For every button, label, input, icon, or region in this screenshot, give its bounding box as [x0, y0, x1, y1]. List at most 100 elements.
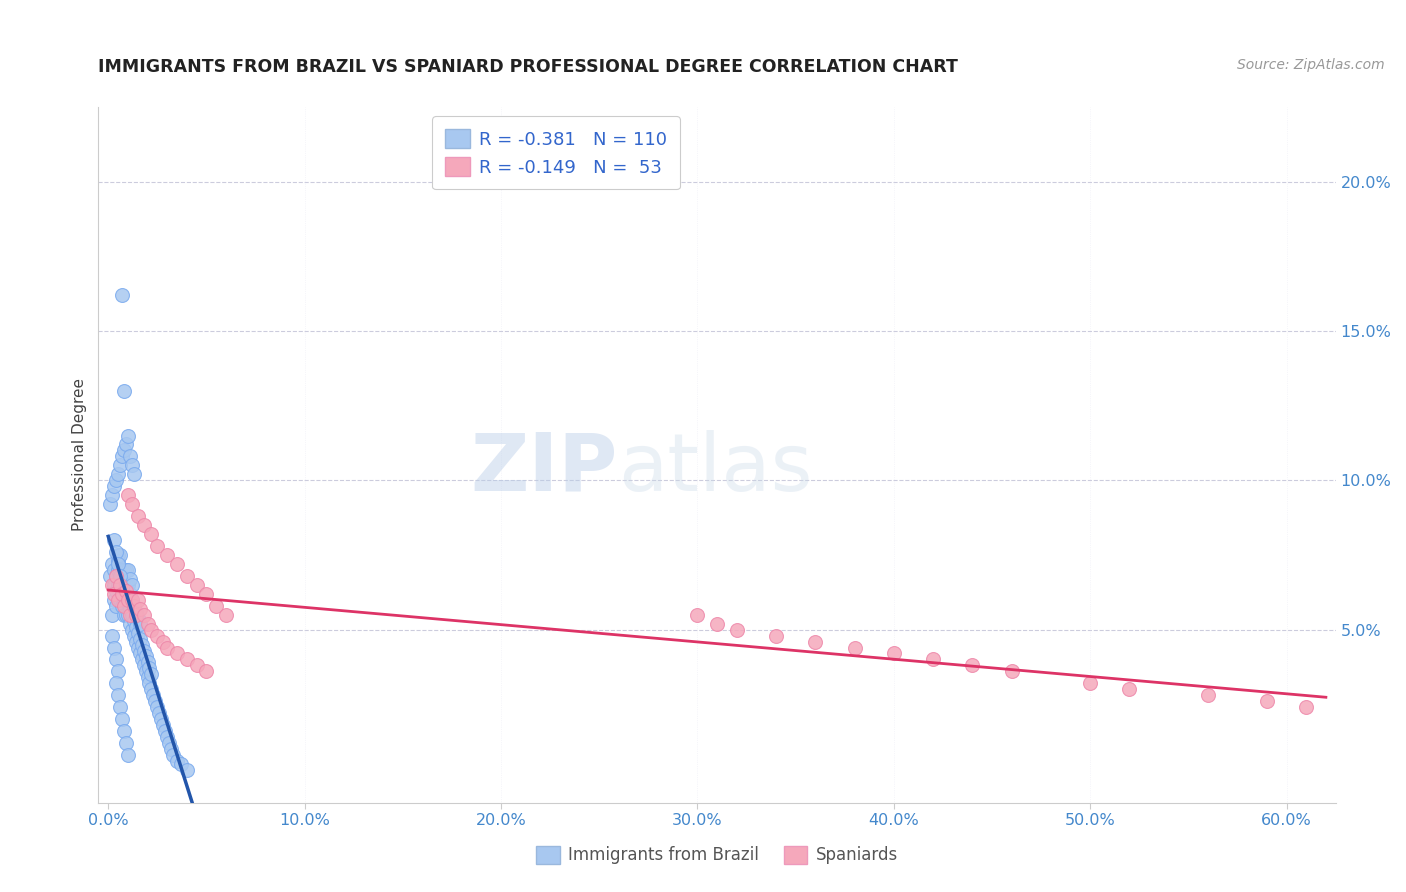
Point	[101, 578, 124, 592]
Point	[1256, 694, 1278, 708]
Text: ZIP: ZIP	[471, 430, 619, 508]
Point	[138, 676, 160, 690]
Point	[725, 623, 748, 637]
Point	[101, 629, 124, 643]
Point	[128, 601, 150, 615]
Point	[132, 643, 155, 657]
Point	[101, 488, 124, 502]
Point	[127, 610, 149, 624]
Point	[117, 428, 139, 442]
Point	[125, 607, 148, 622]
Point	[186, 578, 208, 592]
Point	[103, 479, 125, 493]
Point	[115, 437, 138, 451]
Point	[108, 458, 131, 473]
Point	[136, 616, 159, 631]
Point	[162, 747, 184, 762]
Point	[121, 497, 143, 511]
Legend: Immigrants from Brazil, Spaniards: Immigrants from Brazil, Spaniards	[530, 839, 904, 871]
Point	[962, 658, 984, 673]
Point	[160, 742, 183, 756]
Point	[118, 607, 141, 622]
Point	[117, 592, 139, 607]
Point	[135, 665, 157, 679]
Point	[117, 592, 139, 607]
Point	[686, 607, 709, 622]
Point	[127, 592, 149, 607]
Point	[108, 578, 131, 592]
Point	[1295, 700, 1317, 714]
Point	[103, 587, 125, 601]
Point	[111, 599, 134, 613]
Point	[127, 625, 149, 640]
Point	[152, 634, 174, 648]
Point	[117, 563, 139, 577]
Point	[111, 574, 134, 589]
Point	[105, 545, 128, 559]
Point	[141, 667, 163, 681]
Point	[156, 640, 179, 655]
Point	[146, 629, 169, 643]
Point	[125, 634, 148, 648]
Point	[157, 736, 180, 750]
Point	[121, 458, 143, 473]
Point	[103, 640, 125, 655]
Point	[141, 682, 163, 697]
Point	[115, 578, 138, 592]
Point	[115, 592, 138, 607]
Point	[108, 563, 131, 577]
Y-axis label: Professional Degree: Professional Degree	[72, 378, 87, 532]
Point	[105, 599, 128, 613]
Point	[98, 569, 121, 583]
Point	[118, 450, 141, 464]
Point	[1078, 676, 1101, 690]
Point	[112, 563, 135, 577]
Point	[166, 754, 188, 768]
Point	[131, 652, 153, 666]
Text: IMMIGRANTS FROM BRAZIL VS SPANIARD PROFESSIONAL DEGREE CORRELATION CHART: IMMIGRANTS FROM BRAZIL VS SPANIARD PROFE…	[98, 58, 959, 76]
Point	[122, 467, 145, 482]
Point	[115, 736, 138, 750]
Point	[145, 694, 167, 708]
Point	[170, 756, 193, 771]
Point	[136, 656, 159, 670]
Point	[105, 583, 128, 598]
Point	[176, 763, 198, 777]
Point	[132, 518, 155, 533]
Point	[112, 724, 135, 739]
Point	[132, 658, 155, 673]
Point	[153, 724, 176, 739]
Point	[118, 601, 141, 615]
Point	[1197, 688, 1219, 702]
Point	[122, 599, 145, 613]
Point	[112, 578, 135, 592]
Point	[166, 647, 188, 661]
Point	[117, 747, 139, 762]
Point	[105, 473, 128, 487]
Point	[103, 578, 125, 592]
Point	[156, 548, 179, 562]
Point	[128, 647, 150, 661]
Point	[112, 607, 135, 622]
Point	[111, 563, 134, 577]
Point	[141, 527, 163, 541]
Point	[141, 623, 163, 637]
Point	[150, 712, 173, 726]
Point	[107, 548, 129, 562]
Point	[111, 450, 134, 464]
Point	[105, 676, 128, 690]
Point	[127, 509, 149, 524]
Point	[112, 599, 135, 613]
Point	[804, 634, 827, 648]
Point	[146, 700, 169, 714]
Point	[118, 572, 141, 586]
Point	[115, 583, 138, 598]
Point	[121, 592, 143, 607]
Point	[101, 607, 124, 622]
Point	[105, 569, 128, 583]
Point	[112, 592, 135, 607]
Point	[128, 616, 150, 631]
Point	[127, 640, 149, 655]
Text: Source: ZipAtlas.com: Source: ZipAtlas.com	[1237, 58, 1385, 72]
Point	[215, 607, 238, 622]
